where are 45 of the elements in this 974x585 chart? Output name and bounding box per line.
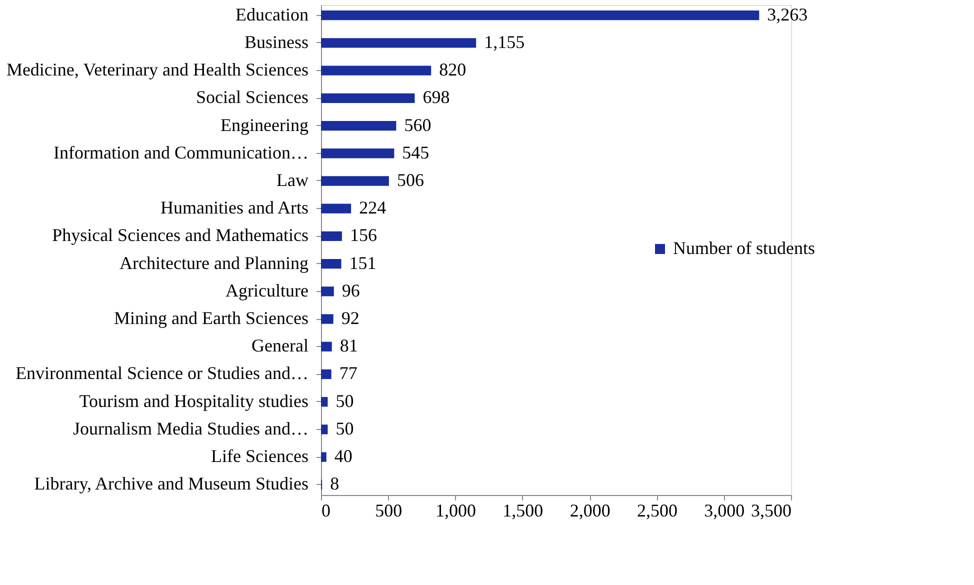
y-tick-label: Social Sciences [196,87,308,108]
x-tick-label: 2,500 [636,500,678,520]
data-label: 545 [402,142,430,162]
y-tick-label: General [252,336,308,356]
data-label: 698 [422,87,450,108]
y-tick-label: Law [276,170,308,190]
data-label: 96 [342,280,360,300]
x-tick-label: 1,500 [502,500,544,520]
y-tick-label: Information and Communication… [54,142,308,162]
data-label: 92 [341,308,360,328]
y-tick-label: Medicine, Veterinary and Health Sciences [6,60,308,80]
y-tick-label: Physical Sciences and Mathematics [52,225,308,246]
x-tick-label: 0 [322,500,330,520]
y-tick-label: Life Sciences [211,446,308,466]
x-tick-label: 3,000 [704,500,745,520]
data-label: 820 [439,60,466,80]
y-tick-label: Library, Archive and Museum Studies [34,474,308,494]
y-tick-label: Agriculture [226,280,309,300]
y-tick-label: Tourism and Hospitality studies [79,390,308,411]
data-label: 156 [350,225,377,246]
legend-label: Number of students [673,238,815,258]
y-tick-label: Humanities and Arts [160,198,308,218]
x-tick-label: 500 [375,500,402,520]
x-tick-label: 3,500 [751,500,792,520]
data-label: 40 [334,446,352,466]
data-label: 1,155 [484,32,525,52]
x-tick-label: 1,000 [436,500,476,520]
data-label: 50 [336,418,354,438]
data-label: 560 [404,114,432,135]
data-label: 151 [349,252,376,273]
data-label: 506 [396,170,424,190]
y-tick-label: Engineering [220,114,308,135]
data-label: 77 [339,363,358,384]
y-tick-label: Journalism Media Studies and… [73,418,308,438]
y-tick-label: Mining and Earth Sciences [114,308,308,328]
data-label: 8 [330,474,340,494]
data-label: 81 [340,336,358,356]
y-tick-label: Education [236,4,308,24]
data-label: 50 [336,390,354,411]
y-tick-label: Architecture and Planning [120,252,308,273]
x-tick-label: 2,000 [570,500,610,520]
data-label: 224 [359,198,386,218]
data-label: 3,263 [767,4,808,24]
y-tick-label: Business [244,32,308,52]
y-tick-label: Environmental Science or Studies and… [16,363,308,384]
